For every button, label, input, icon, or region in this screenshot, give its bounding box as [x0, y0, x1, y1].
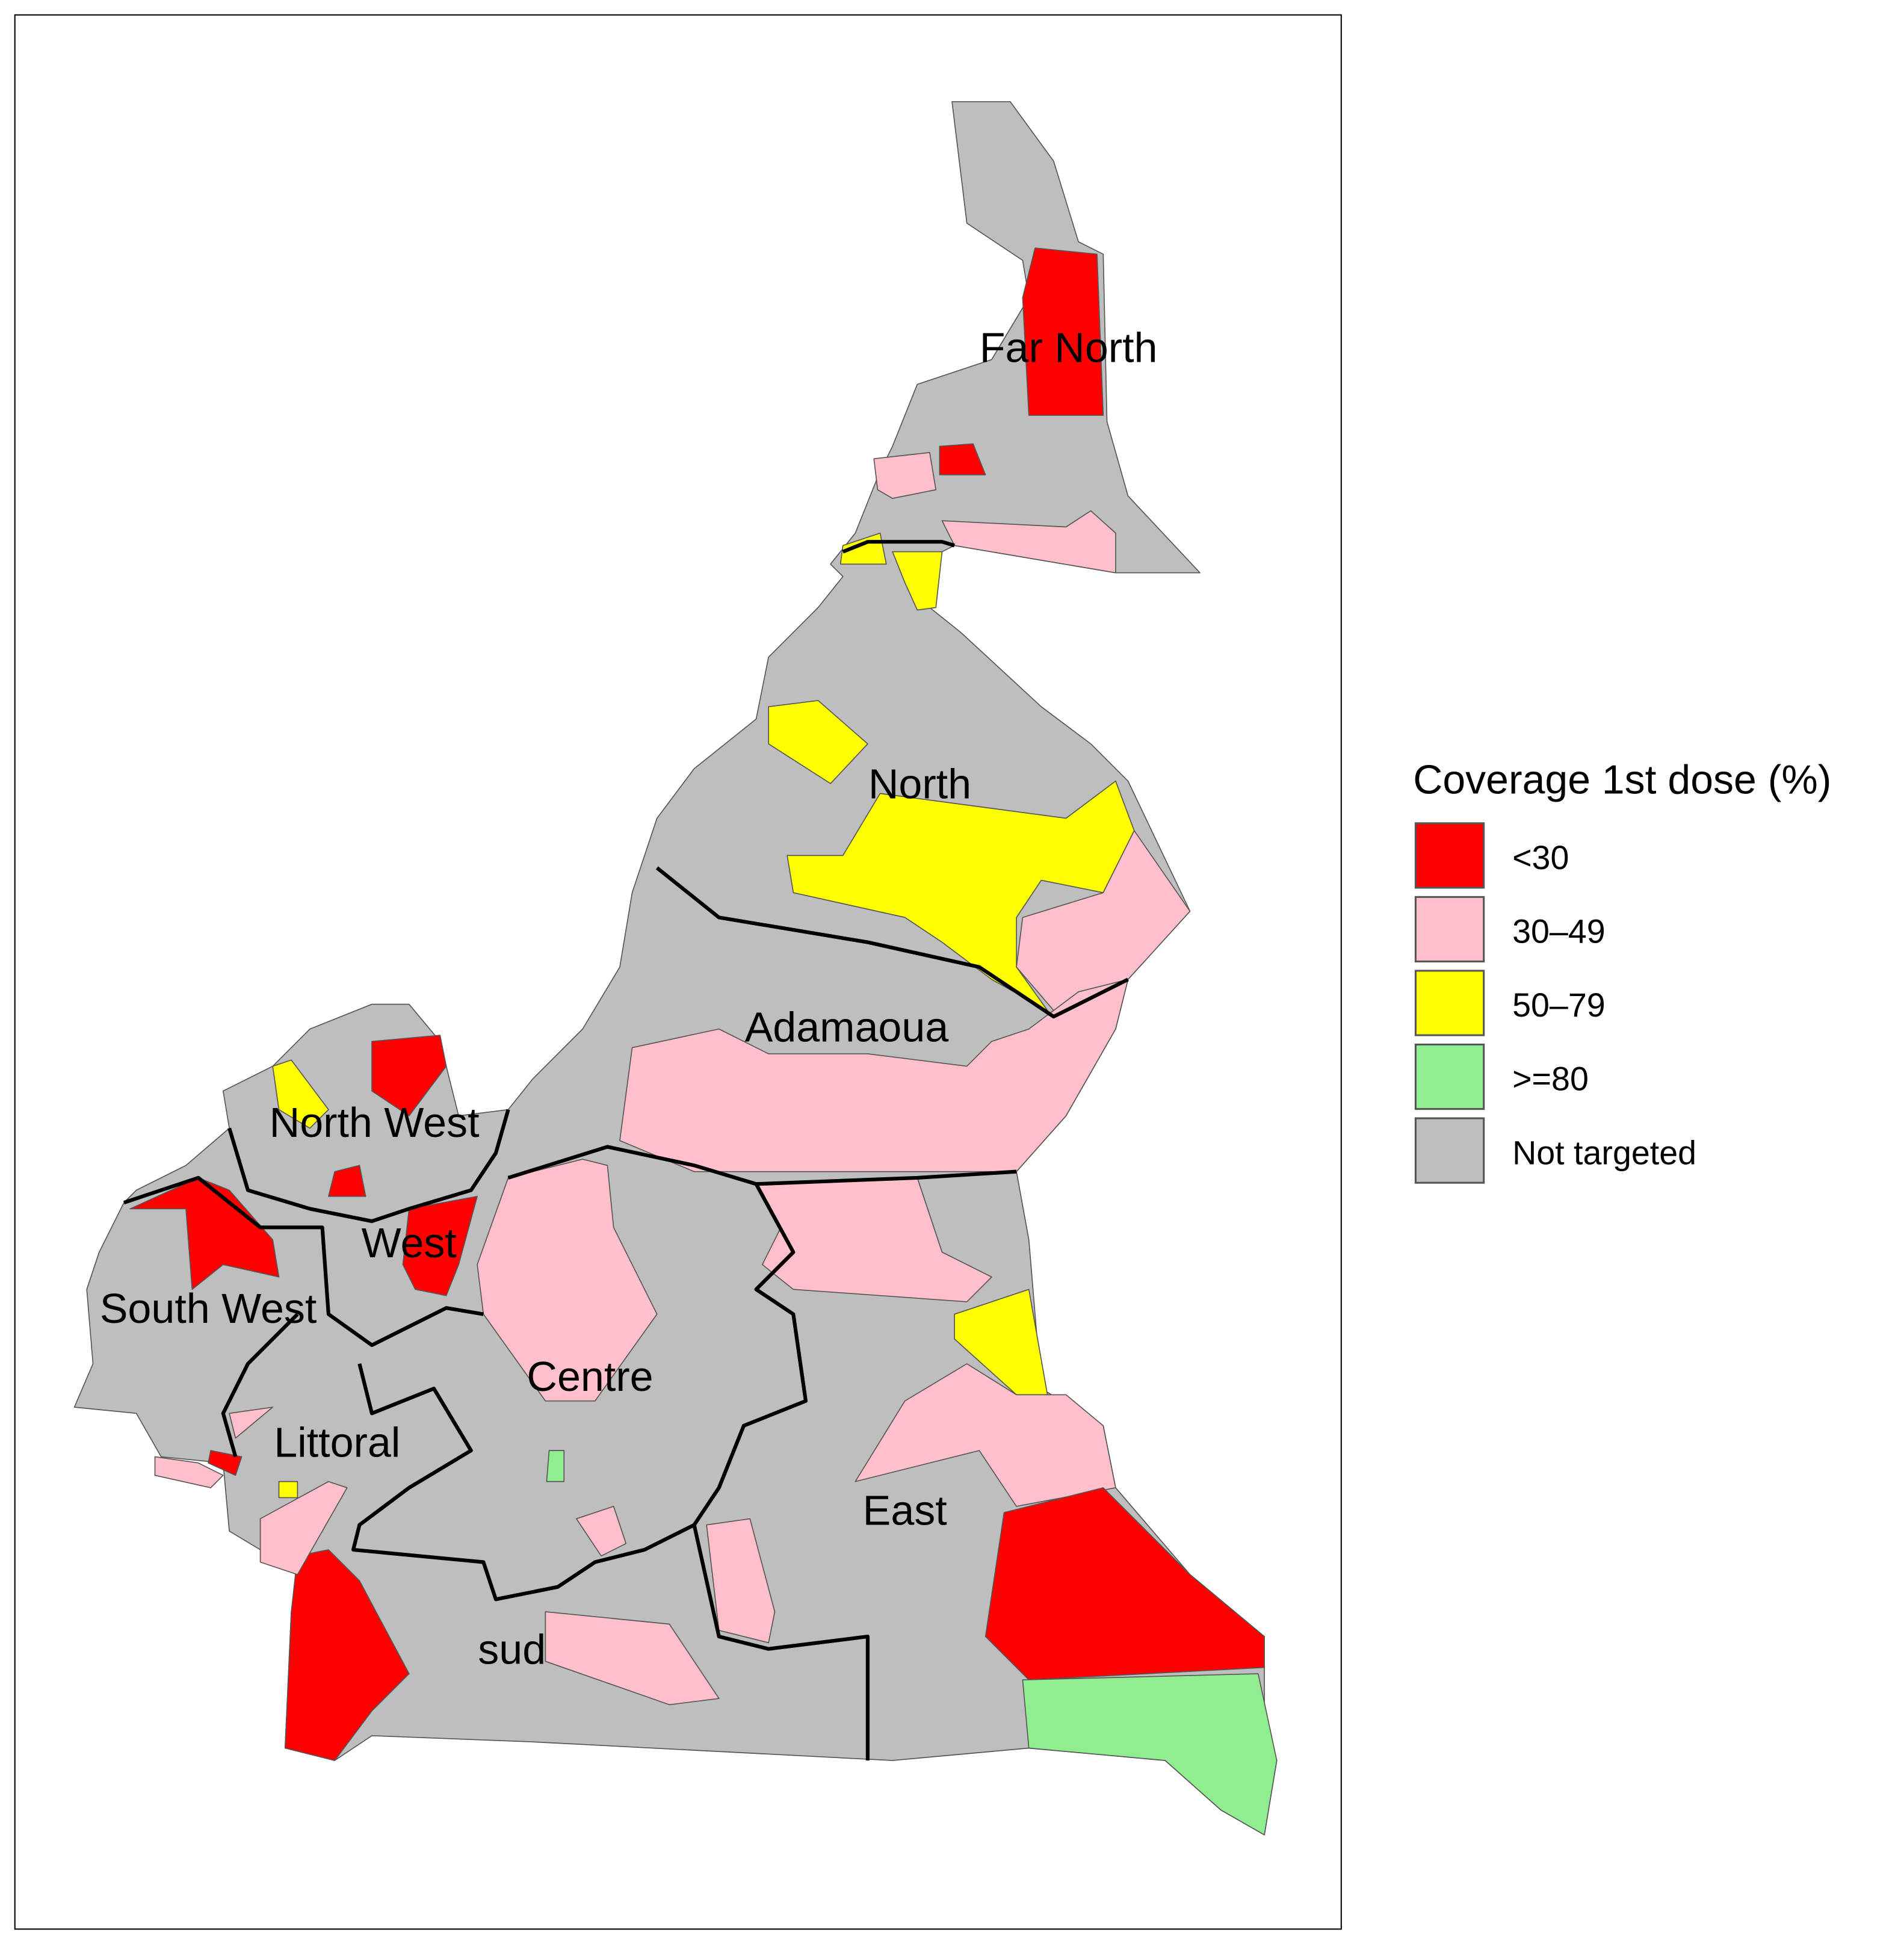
district [328, 1165, 366, 1197]
district [1022, 1673, 1278, 1836]
district [371, 1035, 447, 1116]
region-label: Far North [980, 324, 1158, 371]
region-label: West [362, 1219, 457, 1266]
district [787, 780, 1135, 1011]
region-label: North [868, 761, 971, 808]
region-label: sud [478, 1626, 546, 1673]
legend-title: Coverage 1st dose (%) [1413, 757, 1831, 802]
region-labels: Far North North Adamaoua North West West Sout… [100, 324, 1158, 1673]
region-label: Littoral [274, 1419, 400, 1466]
district [855, 1363, 1116, 1507]
district [892, 551, 943, 611]
legend-swatch [1414, 896, 1485, 963]
legend-label: <30 [1512, 839, 1569, 876]
district [477, 1159, 658, 1402]
district [619, 979, 1129, 1172]
legend-label: 50–79 [1512, 986, 1606, 1024]
district [1016, 830, 1191, 1011]
legend-swatch [1414, 1043, 1485, 1110]
district [259, 1481, 348, 1575]
district [208, 1450, 243, 1476]
region-label: South West [100, 1285, 317, 1332]
region-border [351, 1363, 695, 1602]
district [545, 1611, 720, 1706]
country [73, 101, 1278, 1836]
legend-label: >=80 [1512, 1060, 1589, 1098]
district [939, 443, 986, 475]
district [873, 452, 937, 499]
district [706, 1518, 776, 1644]
district [755, 1177, 992, 1302]
region-label: North West [270, 1099, 480, 1146]
district [154, 1456, 224, 1488]
region-label: Centre [527, 1353, 653, 1400]
region-label: Adamaoua [745, 1003, 949, 1050]
legend: <30 30–49 50–79 >=80 Not targeted [1414, 822, 1696, 1184]
legend-label: Not targeted [1512, 1134, 1696, 1171]
region-border [507, 1145, 1017, 1186]
legend-swatch [1414, 822, 1485, 889]
district [546, 1450, 565, 1482]
legend-label: 30–49 [1512, 913, 1606, 950]
region-label: East [863, 1487, 947, 1534]
district [402, 1196, 478, 1296]
region-border [221, 1313, 299, 1458]
district [576, 1505, 627, 1557]
region-border [655, 866, 1129, 1019]
region-border [842, 540, 956, 554]
district [984, 1487, 1265, 1681]
district [278, 1481, 298, 1499]
legend-swatch [1414, 1117, 1485, 1184]
district [768, 700, 868, 784]
region-border [123, 1175, 484, 1348]
district [284, 1549, 410, 1761]
district [229, 1407, 274, 1439]
region-border [692, 1183, 870, 1761]
region-border [227, 1109, 510, 1224]
district [272, 1059, 329, 1129]
legend-swatch [1414, 970, 1485, 1036]
district [129, 1177, 280, 1290]
district [1022, 247, 1104, 416]
